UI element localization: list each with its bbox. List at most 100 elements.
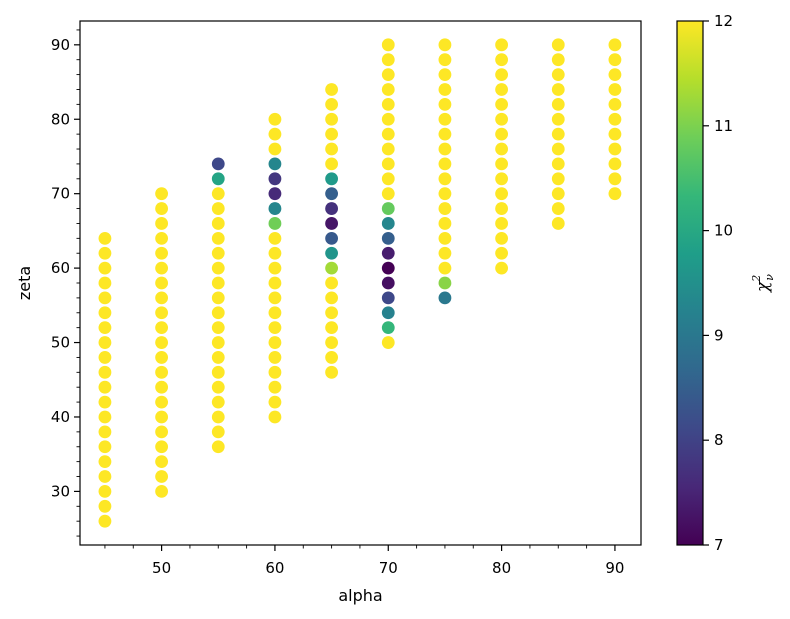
data-point <box>268 365 282 379</box>
data-point <box>325 157 338 171</box>
data-point <box>438 68 452 81</box>
y-tick-label: 60 <box>51 259 70 277</box>
data-point <box>495 261 508 275</box>
data-point <box>325 112 338 126</box>
data-point <box>98 499 112 513</box>
y-axis: 30 40 50 60 70 80 90 <box>51 29 80 537</box>
data-point <box>608 112 622 126</box>
y-tick-label: 40 <box>51 408 70 426</box>
data-point <box>551 157 565 171</box>
data-point <box>551 217 565 230</box>
x-tick-label: 90 <box>605 559 624 577</box>
data-point <box>325 231 338 245</box>
data-point <box>438 246 452 260</box>
colorbar-label-sup: 2 <box>750 275 763 283</box>
data-point <box>551 97 565 111</box>
data-point <box>98 380 112 394</box>
y-tick-label: 30 <box>51 482 70 500</box>
x-axis-label: alpha <box>338 586 382 605</box>
data-point <box>495 157 508 171</box>
data-point <box>325 291 338 305</box>
data-point <box>155 470 169 483</box>
data-point <box>381 231 395 245</box>
x-axis: 50 60 70 80 90 <box>104 545 624 577</box>
data-point <box>551 38 565 52</box>
data-point <box>608 53 622 67</box>
data-point <box>211 187 225 201</box>
data-point <box>98 514 112 528</box>
data-point <box>268 246 282 260</box>
data-point <box>268 321 282 335</box>
data-point <box>325 321 338 335</box>
data-point <box>211 365 225 379</box>
data-point <box>551 127 565 141</box>
data-point <box>211 246 225 260</box>
data-point <box>495 172 508 186</box>
data-point <box>268 261 282 275</box>
data-point <box>155 217 169 230</box>
data-point <box>495 38 508 52</box>
data-point <box>268 202 282 215</box>
colorbar-tick-label: 8 <box>714 431 724 449</box>
colorbar-label-sub: ν <box>763 274 776 281</box>
data-point <box>381 83 395 96</box>
data-point <box>268 410 282 424</box>
data-point <box>155 306 169 320</box>
data-point <box>211 321 225 335</box>
data-point <box>608 97 622 111</box>
data-point <box>495 231 508 245</box>
data-point <box>438 112 452 126</box>
data-point <box>325 97 338 111</box>
data-point <box>438 217 452 230</box>
data-point <box>551 112 565 126</box>
data-point <box>608 38 622 52</box>
data-point <box>98 306 112 320</box>
data-point <box>381 246 395 260</box>
data-point <box>155 246 169 260</box>
data-point <box>551 83 565 96</box>
colorbar-tick-label: 9 <box>714 326 724 344</box>
data-point <box>381 187 395 201</box>
data-point <box>495 187 508 201</box>
data-point <box>381 68 395 81</box>
data-point <box>381 276 395 290</box>
data-point <box>495 127 508 141</box>
data-point <box>495 202 508 215</box>
data-point <box>438 83 452 96</box>
data-point <box>381 321 395 335</box>
data-point <box>381 336 395 349</box>
data-point <box>268 157 282 171</box>
data-point <box>155 351 169 364</box>
data-point <box>98 485 112 498</box>
data-point <box>155 395 169 409</box>
data-point <box>325 202 338 215</box>
colorbar-ticks: 7 8 9 10 11 12 <box>703 12 733 554</box>
data-point <box>211 380 225 394</box>
data-point <box>438 172 452 186</box>
data-point <box>268 276 282 290</box>
data-point <box>325 365 338 379</box>
data-point <box>325 276 338 290</box>
data-point <box>438 142 452 156</box>
data-point <box>155 380 169 394</box>
data-point <box>211 276 225 290</box>
data-point <box>98 276 112 290</box>
data-point <box>381 53 395 67</box>
data-point <box>268 127 282 141</box>
data-point <box>495 83 508 96</box>
data-point <box>608 172 622 186</box>
data-point <box>438 276 452 290</box>
data-point <box>211 217 225 230</box>
data-point <box>211 172 225 186</box>
data-point <box>98 395 112 409</box>
data-point <box>325 351 338 364</box>
data-point <box>98 410 112 424</box>
data-point <box>438 38 452 52</box>
data-point <box>381 38 395 52</box>
data-point <box>211 202 225 215</box>
data-point <box>98 291 112 305</box>
data-point <box>325 172 338 186</box>
data-point <box>325 127 338 141</box>
data-point <box>268 291 282 305</box>
data-point <box>155 231 169 245</box>
